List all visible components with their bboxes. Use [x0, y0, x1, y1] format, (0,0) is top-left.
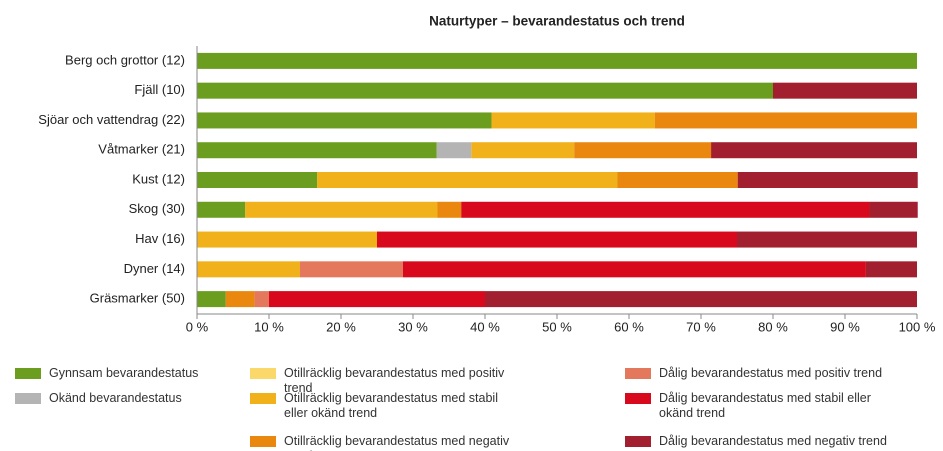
legend-item: Gynnsam bevarandestatus — [15, 366, 284, 381]
x-tick-label: 60 % — [614, 319, 644, 334]
bar-segment — [402, 261, 866, 278]
legend-item: Dålig bevarandestatus med stabil eller o… — [625, 391, 894, 421]
y-tick-label: Hav (16) — [135, 231, 185, 246]
x-tick-label: 30 % — [398, 319, 428, 334]
y-tick-label: Dyner (14) — [124, 261, 185, 276]
y-tick-label: Fjäll (10) — [134, 82, 185, 97]
y-tick-label: Sjöar och vattendrag (22) — [38, 112, 185, 127]
chart-title: Naturtyper – bevarandestatus och trend — [429, 14, 685, 29]
bar-segment — [197, 231, 377, 248]
bar-segment — [654, 112, 917, 129]
y-tick-label: Gräsmarker (50) — [90, 291, 185, 306]
bar-segment — [197, 291, 226, 308]
x-tick-label: 0 % — [186, 319, 209, 334]
bar-segment — [865, 261, 917, 278]
bar-segment — [269, 291, 485, 308]
legend-label: Otillräcklig bevarandestatus med negativ… — [284, 434, 510, 451]
x-tick-label: 40 % — [470, 319, 500, 334]
bar-segment — [197, 261, 300, 278]
x-tick-label: 90 % — [830, 319, 860, 334]
y-tick-label: Berg och grottor (12) — [65, 52, 185, 67]
legend-swatch — [625, 368, 651, 379]
bar-segment — [197, 172, 318, 188]
x-tick-label: 10 % — [254, 319, 284, 334]
legend-swatch — [15, 393, 41, 404]
bar-segment — [737, 172, 918, 188]
legend-label: Otillräcklig bevarandestatus med positiv… — [284, 366, 505, 395]
bar-segment — [485, 291, 917, 308]
x-tick-label: 70 % — [686, 319, 716, 334]
legend-label: Otillräcklig bevarandestatus med stabil … — [284, 391, 498, 420]
legend-item: Dålig bevarandestatus med positiv trend — [625, 366, 894, 381]
bar-segment — [245, 201, 438, 218]
legend-label: Gynnsam bevarandestatus — [49, 366, 199, 380]
legend-swatch — [15, 368, 41, 379]
legend-item: Otillräcklig bevarandestatus med stabil … — [250, 391, 519, 421]
bar-segment — [197, 82, 773, 99]
legend-swatch — [250, 393, 276, 404]
legend-swatch — [625, 393, 651, 404]
legend-swatch — [250, 436, 276, 447]
bar-segment — [377, 231, 737, 248]
bar-segment — [197, 52, 917, 69]
legend-swatch — [250, 368, 276, 379]
x-tick-label: 20 % — [326, 319, 356, 334]
legend-swatch — [625, 436, 651, 447]
bar-segment — [869, 201, 918, 218]
legend-label: Dålig bevarandestatus med positiv trend — [659, 366, 883, 380]
x-tick-label: 50 % — [542, 319, 572, 334]
bar-segment — [737, 231, 917, 248]
bar-segment — [197, 201, 246, 218]
bar-segment — [491, 112, 655, 129]
bar-segment — [317, 172, 618, 188]
bar-segment — [437, 201, 462, 218]
legend-item: Otillräcklig bevarandestatus med negativ… — [250, 434, 519, 451]
bar-segment — [773, 82, 917, 99]
legend-label: Okänd bevarandestatus — [49, 391, 182, 405]
bar-segment — [299, 261, 403, 278]
bar-segment — [436, 142, 472, 159]
bar-segment — [254, 291, 269, 308]
legend-item: Dålig bevarandestatus med negativ trend — [625, 434, 894, 449]
bar-segment — [197, 142, 437, 159]
y-tick-label: Kust (12) — [132, 171, 185, 186]
x-tick-label: 100 % — [899, 319, 936, 334]
bar-segment — [471, 142, 575, 159]
bar-segment — [574, 142, 712, 159]
bar-segment — [461, 201, 870, 218]
bar-segment — [617, 172, 738, 188]
y-tick-label: Våtmarker (21) — [98, 142, 185, 157]
legend-item: Otillräcklig bevarandestatus med positiv… — [250, 366, 519, 396]
bar-segment — [197, 112, 492, 129]
chart: Naturtyper – bevarandestatus och trend B… — [38, 14, 936, 335]
bar-segment — [225, 291, 255, 308]
legend-label: Dålig bevarandestatus med negativ trend — [659, 434, 887, 448]
legend-item: Okänd bevarandestatus — [15, 391, 284, 406]
x-tick-label: 80 % — [758, 319, 788, 334]
legend-label: Dålig bevarandestatus med stabil eller o… — [659, 391, 871, 420]
y-tick-label: Skog (30) — [129, 201, 185, 216]
bar-segment — [711, 142, 917, 159]
